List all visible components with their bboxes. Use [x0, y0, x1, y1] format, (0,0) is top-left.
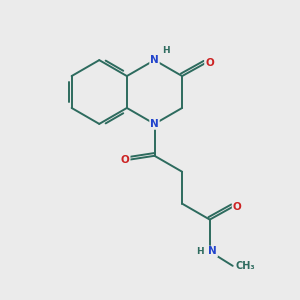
Text: H: H	[196, 247, 204, 256]
Text: CH₃: CH₃	[236, 261, 255, 271]
Text: O: O	[233, 202, 242, 212]
Text: N: N	[208, 247, 217, 256]
Text: N: N	[150, 119, 159, 129]
Text: O: O	[205, 58, 214, 68]
Text: O: O	[121, 154, 130, 165]
Text: N: N	[150, 55, 159, 65]
Text: H: H	[162, 46, 170, 55]
